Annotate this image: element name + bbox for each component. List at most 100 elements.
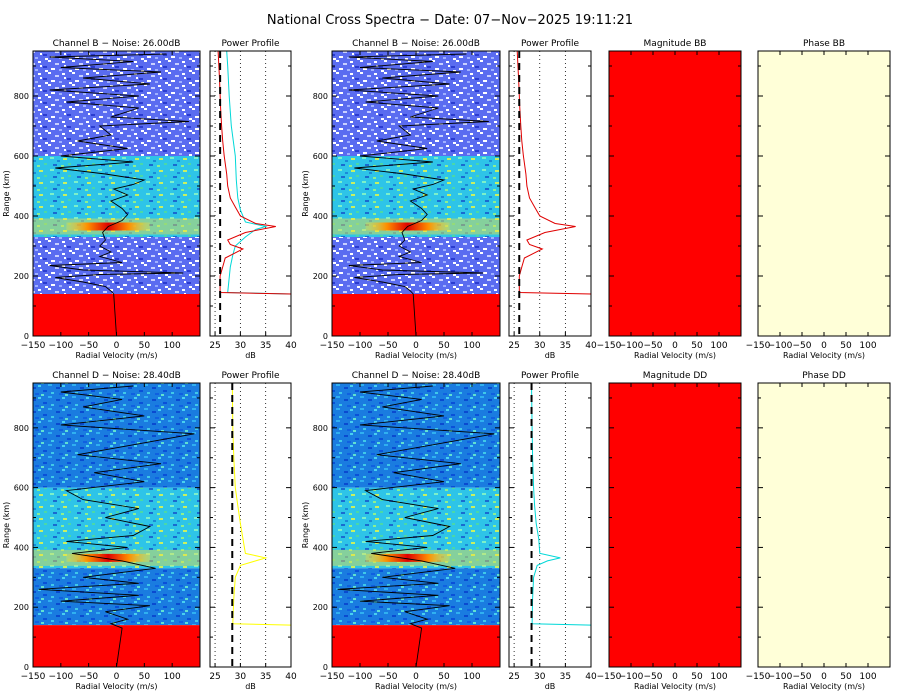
y-tick-label: 200: [14, 603, 29, 612]
x-tick-label: 0: [821, 672, 827, 682]
panel-fill: [758, 383, 890, 667]
panel-title: Channel D − Noise: 28.40dB: [352, 371, 481, 381]
x-tick-label: 50: [691, 672, 703, 682]
x-tick-label: −100: [619, 672, 644, 682]
panel-fill: [758, 51, 890, 336]
red-block: [332, 625, 500, 667]
y-tick-label: 800: [313, 92, 328, 101]
y-tick-label: 0: [323, 663, 328, 672]
panel-title: Channel D − Noise: 28.40dB: [52, 371, 181, 381]
x-tick-label: 100: [710, 672, 727, 682]
y-tick-label: 400: [14, 212, 29, 221]
x-tick-label: 100: [463, 672, 480, 682]
panel-frame: [508, 50, 592, 337]
x-tick-label: 100: [710, 341, 727, 351]
db-tick-label: 30: [235, 672, 247, 682]
x-tick-label: −50: [379, 341, 398, 351]
peak-velocity-line: [337, 385, 495, 668]
x-tick-label: −50: [379, 672, 398, 682]
noise-region-lower: [332, 237, 500, 294]
echo-band: [66, 553, 150, 562]
panel-frame: [508, 382, 592, 668]
db-tick-label: 35: [560, 672, 571, 682]
panel-fill: [609, 51, 741, 336]
x-tick-label: 100: [164, 672, 181, 682]
x-axis-label: Radial Velocity (m/s): [75, 682, 157, 691]
panel-frame: [608, 50, 742, 337]
y-tick-label: 400: [313, 543, 328, 552]
db-axis-label: dB: [245, 351, 256, 360]
x-tick-label: −50: [793, 341, 812, 351]
x-tick-label: −100: [48, 672, 73, 682]
power-profile-panel-b1: Power Profile 25 30 35 40 dB: [209, 39, 297, 360]
x-tick-label: 0: [672, 672, 678, 682]
noise-region-upper: [332, 51, 500, 156]
panel-frame: [757, 382, 891, 668]
x-axis-label: Radial Velocity (m/s): [75, 351, 157, 360]
x-tick-label: 50: [840, 341, 852, 351]
x-tick-label: −50: [644, 672, 663, 682]
spectra-panel-d: Channel D − Noise: 28.40dB −150 −100 −50 0 50…: [301, 371, 501, 691]
x-tick-label: −50: [644, 341, 663, 351]
x-tick-label: 50: [840, 672, 852, 682]
db-tick-label: 25: [209, 341, 220, 351]
db-tick-label: 40: [285, 341, 297, 351]
y-tick-label: 200: [313, 272, 328, 281]
x-tick-label: −150: [597, 672, 622, 682]
x-tick-label: 0: [413, 672, 419, 682]
y-axis-label: Range (km): [2, 170, 11, 217]
x-tick-label: −100: [48, 341, 73, 351]
x-tick-label: 100: [463, 341, 480, 351]
y-tick-label: 400: [313, 212, 328, 221]
panel-title: Magnitude BB: [644, 39, 707, 49]
x-tick-label: −100: [348, 341, 373, 351]
db-tick-label: 35: [560, 341, 571, 351]
panel-bg: [509, 51, 591, 336]
db-axis-label: dB: [545, 682, 556, 691]
x-tick-label: −50: [79, 672, 98, 682]
y-tick-label: 600: [313, 152, 328, 161]
y-tick-label: 0: [24, 332, 29, 341]
db-tick-label: 30: [534, 341, 546, 351]
db-tick-label: 40: [585, 672, 597, 682]
noise-region-upper: [33, 51, 200, 156]
power-profile-line: [217, 50, 292, 336]
x-tick-label: −100: [619, 341, 644, 351]
x-tick-label: 100: [859, 672, 876, 682]
x-tick-label: 100: [859, 341, 876, 351]
x-axis-label: Radial Velocity (m/s): [375, 351, 457, 360]
db-tick-label: 40: [585, 341, 597, 351]
y-tick-label: 800: [14, 424, 29, 433]
y-tick-label: 200: [14, 272, 29, 281]
x-tick-label: −150: [21, 672, 46, 682]
y-tick-label: 400: [14, 543, 29, 552]
spectra-panel-d: Channel D − Noise: 28.40dB −150 −100 −50 0 50…: [2, 371, 201, 691]
db-tick-label: 25: [508, 672, 519, 682]
panel-title: Magnitude DD: [643, 371, 707, 381]
power-profile-line: [226, 50, 292, 336]
x-tick-label: −100: [768, 672, 793, 682]
x-tick-label: −150: [746, 672, 771, 682]
x-axis-label: Radial Velocity (m/s): [783, 351, 865, 360]
x-tick-label: −100: [768, 341, 793, 351]
power-profile-panel-d2: Power Profile 25 30 35 40 dB: [508, 371, 597, 691]
y-axis-label: Range (km): [2, 502, 11, 549]
y-tick-label: 800: [313, 424, 328, 433]
panel-fill: [609, 383, 741, 667]
spectra-panel-b: Channel B − Noise: 26.00dB −150 −100 −50 0 50…: [2, 39, 201, 360]
x-tick-label: −150: [320, 341, 345, 351]
power-profile-line: [231, 382, 292, 667]
panel-title: Power Profile: [221, 39, 280, 49]
spectra-panel-b: Channel B − Noise: 26.00dB −150 −100 −50 0 50…: [301, 39, 501, 360]
power-profile-panel-b2: Power Profile 25 30 35 40 dB: [508, 39, 597, 360]
db-tick-label: 25: [209, 672, 220, 682]
x-tick-label: −150: [597, 341, 622, 351]
x-tick-label: 50: [691, 341, 703, 351]
y-axis-label: Range (km): [301, 502, 310, 549]
x-axis-label: Radial Velocity (m/s): [783, 682, 865, 691]
panel-frame: [757, 50, 891, 337]
